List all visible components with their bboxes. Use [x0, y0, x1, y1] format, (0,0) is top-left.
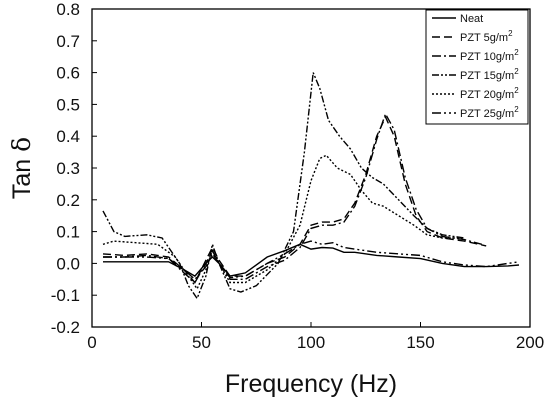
legend-label: PZT 15g/m2: [460, 67, 519, 82]
y-tick-label: 0.7: [56, 32, 80, 51]
y-tick-label: 0.4: [56, 127, 80, 146]
series-layer: [102, 72, 520, 300]
y-tick-label: 0.6: [56, 64, 80, 83]
series-line-3: [103, 112, 482, 284]
y-axis-title: Tan δ: [7, 137, 36, 199]
legend-label: PZT 5g/m2: [460, 29, 513, 44]
series-line-6: [103, 240, 520, 281]
series-line-5: [102, 154, 465, 291]
x-tick-label: 0: [87, 333, 96, 352]
y-tick-label: 0.1: [56, 223, 80, 242]
legend-items: Neat PZT 5g/m2 PZT 10g/m2 PZT 15g/m2 PZT 20g…: [432, 13, 519, 120]
y-axis-title-symbol: δ: [7, 137, 36, 152]
y-axis: -0.2 -0.1 0.0 0.1 0.2 0.3 0.4 0.5 0.6 0.7 0.8: [51, 0, 97, 337]
x-tick-label: 200: [516, 333, 544, 352]
x-axis: 0 50 100 150 200: [87, 322, 544, 352]
legend: Neat PZT 5g/m2 PZT 10g/m2 PZT 15g/m2 PZT 20g…: [425, 9, 529, 125]
y-tick-label: 0.2: [56, 191, 80, 210]
series-line-2: [102, 115, 487, 284]
series-line-1: [103, 243, 520, 277]
y-tick-label: -0.2: [51, 318, 80, 337]
y-tick-label: -0.1: [51, 286, 80, 305]
y-tick-label: 0.5: [56, 95, 80, 114]
x-tick-label: 50: [192, 333, 211, 352]
legend-label: PZT 20g/m2: [460, 86, 519, 101]
legend-box: [425, 9, 529, 125]
x-tick-label: 150: [406, 333, 434, 352]
x-axis-title: Frequency (Hz): [225, 370, 397, 398]
series-line-4: [102, 72, 465, 300]
legend-label: PZT 25g/m2: [460, 105, 519, 120]
legend-label: Neat: [460, 13, 483, 25]
y-tick-label: 0.0: [56, 254, 80, 273]
y-tick-label: 0.8: [56, 0, 80, 19]
legend-label: PZT 10g/m2: [460, 48, 519, 63]
y-tick-label: 0.3: [56, 159, 80, 178]
x-tick-label: 100: [297, 333, 325, 352]
y-axis-title-main: Tan: [8, 159, 36, 199]
